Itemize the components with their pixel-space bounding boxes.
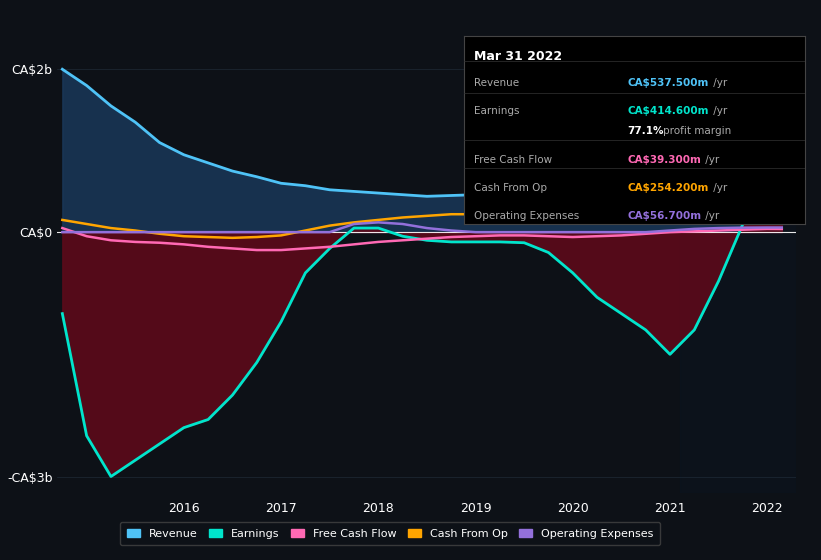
Text: Revenue: Revenue: [474, 78, 519, 88]
Text: /yr: /yr: [710, 183, 727, 193]
Text: /yr: /yr: [702, 155, 720, 165]
Text: 77.1%: 77.1%: [627, 127, 664, 137]
Legend: Revenue, Earnings, Free Cash Flow, Cash From Op, Operating Expenses: Revenue, Earnings, Free Cash Flow, Cash …: [120, 522, 660, 545]
Text: Earnings: Earnings: [474, 106, 520, 116]
Text: CA$537.500m: CA$537.500m: [627, 78, 709, 88]
Bar: [680, 45, 796, 493]
Text: /yr: /yr: [710, 78, 727, 88]
Text: CA$39.300m: CA$39.300m: [627, 155, 701, 165]
Text: Free Cash Flow: Free Cash Flow: [474, 155, 553, 165]
Text: CA$414.600m: CA$414.600m: [627, 106, 709, 116]
Text: profit margin: profit margin: [663, 127, 732, 137]
Text: CA$254.200m: CA$254.200m: [627, 183, 709, 193]
Text: /yr: /yr: [702, 211, 720, 221]
Text: /yr: /yr: [710, 106, 727, 116]
Text: Mar 31 2022: Mar 31 2022: [474, 49, 562, 63]
Text: Operating Expenses: Operating Expenses: [474, 211, 580, 221]
Text: Cash From Op: Cash From Op: [474, 183, 547, 193]
Text: CA$56.700m: CA$56.700m: [627, 211, 701, 221]
